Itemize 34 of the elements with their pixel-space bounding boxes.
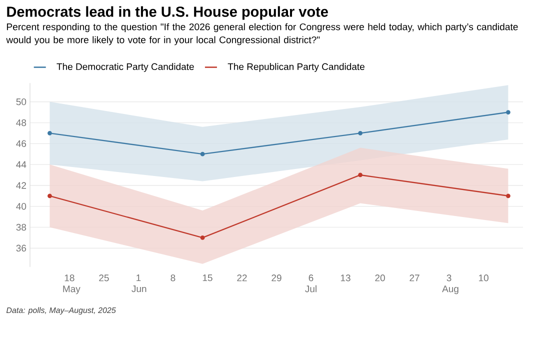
- x-tick-label: 10: [478, 274, 488, 282]
- x-tick-label: 25: [99, 274, 109, 282]
- x-tick-label: 29: [272, 274, 282, 282]
- text: Data: polls, May–August, 2025: [6, 307, 116, 315]
- point: [200, 236, 205, 240]
- x-tick-label: 13: [340, 274, 350, 282]
- legend-label: The Republican Party Candidate: [228, 63, 364, 72]
- y-tick-label: 36: [16, 244, 26, 252]
- y-tick-label: 38: [16, 224, 26, 231]
- point: [358, 130, 363, 136]
- point: [506, 194, 510, 198]
- chart-title: Democrats lead in the U.S. House popular vote: [7, 6, 328, 20]
- point: [48, 130, 52, 136]
- x-tick-label: 20: [375, 274, 385, 282]
- legend-label: The Democratic Party Candidate: [56, 63, 194, 72]
- x-tick-label: 1 Jun: [132, 274, 146, 292]
- point: [506, 110, 510, 114]
- point: [200, 152, 205, 156]
- y-tick-label: 48: [16, 119, 26, 126]
- x-tick-label: 22: [237, 274, 247, 282]
- chart-subtitle: Percent responding to the question "If the 2026 general election for Congress were held today, which party’s candidate would you be more likely to vote for in your local Congressional district?": [6, 23, 518, 46]
- y-tick-label: 42: [16, 182, 26, 189]
- point: [358, 172, 363, 178]
- y-tick-label: 40: [16, 202, 26, 210]
- x-tick-label: 18 May: [63, 274, 80, 294]
- x-tick-label: 27: [410, 274, 420, 282]
- x-tick-label: 6 Jul: [305, 274, 316, 292]
- x-tick-label: 3 Aug: [442, 274, 458, 294]
- x-tick-label: 15: [202, 274, 212, 282]
- y-tick-label: 44: [16, 161, 26, 168]
- x-tick-label: 8: [170, 274, 176, 282]
- y-tick-label: 46: [16, 140, 26, 147]
- y-tick-label: 50: [16, 98, 26, 106]
- point: [48, 194, 52, 198]
